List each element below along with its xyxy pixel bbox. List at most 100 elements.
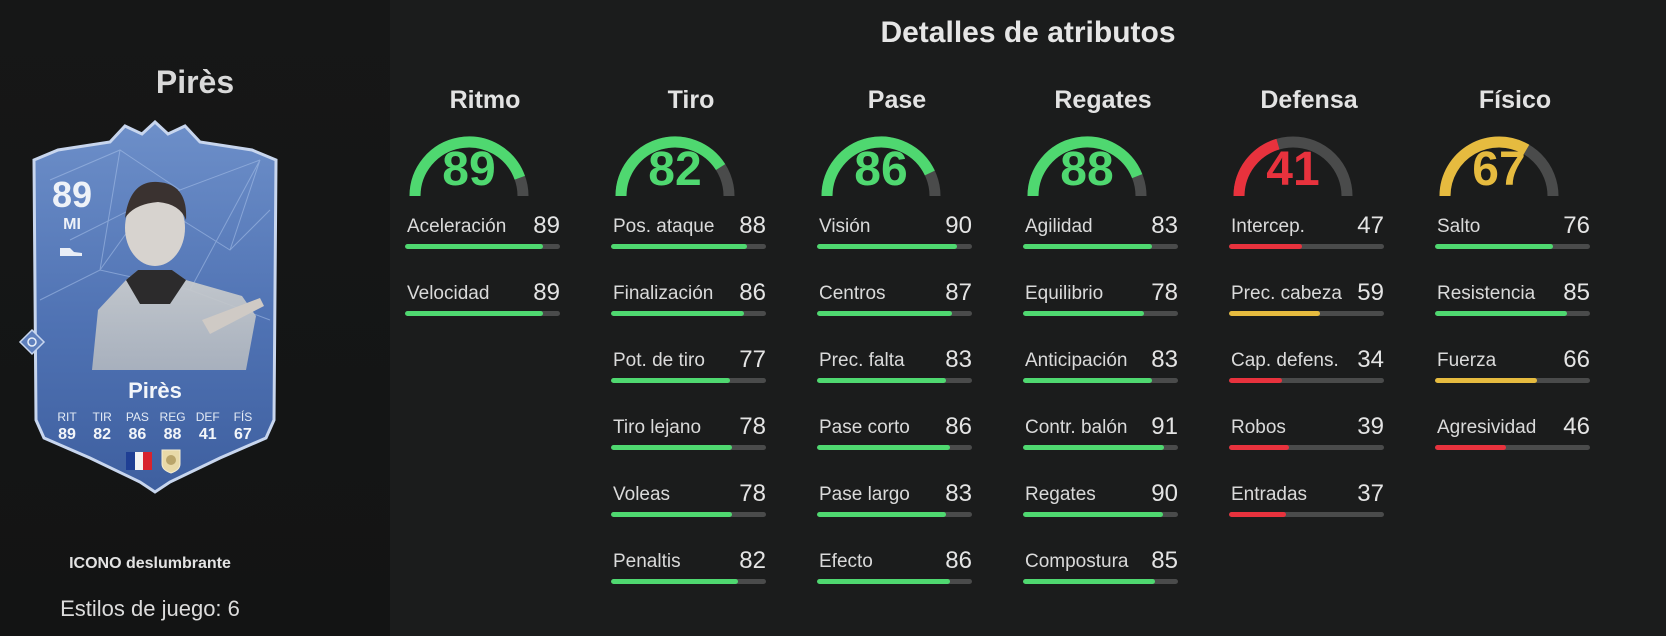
stat-label: Contr. balón <box>1025 417 1128 438</box>
stat-row: Salto 76 <box>1435 212 1595 283</box>
stat-bar <box>817 512 972 517</box>
stat-row: Finalización 86 <box>611 279 771 350</box>
category-gauge: 89 <box>399 120 539 200</box>
stat-row: Pos. ataque 88 <box>611 212 771 283</box>
stat-row: Agresividad 46 <box>1435 413 1595 484</box>
card-position: MI <box>63 216 81 233</box>
stat-label: Pot. de tiro <box>613 350 705 371</box>
stat-bar-fill <box>611 445 732 450</box>
stat-row: Pot. de tiro 77 <box>611 346 771 417</box>
stat-row: Prec. falta 83 <box>817 346 977 417</box>
card-stat-value: 86 <box>128 426 147 443</box>
stat-bar-fill <box>1023 512 1163 517</box>
stat-bar <box>817 579 972 584</box>
stat-bar-fill <box>1435 244 1553 249</box>
gauge-fill <box>615 136 726 197</box>
stat-label: Equilibrio <box>1025 283 1104 304</box>
player-name: Pirès <box>155 64 235 100</box>
player-card[interactable]: 89 MI Pirès RIT 89 TIR 82 PAS 86 REG 88 <box>30 120 280 495</box>
stat-bar-fill <box>1435 378 1538 383</box>
stat-bar-fill <box>817 378 946 383</box>
stat-bar <box>1023 244 1178 249</box>
stat-bar-fill <box>611 579 739 584</box>
stat-row: Visión 90 <box>817 212 977 283</box>
stat-value: 89 <box>533 279 560 306</box>
stat-value: 46 <box>1563 413 1590 440</box>
category-title: Regates <box>1054 86 1152 114</box>
stat-label: Finalización <box>613 283 714 304</box>
gauge-arc <box>1439 136 1559 197</box>
stat-row: Velocidad 89 <box>405 279 565 350</box>
stat-label: Agilidad <box>1025 216 1093 237</box>
category-value: 82 <box>648 143 702 196</box>
stat-row: Centros 87 <box>817 279 977 350</box>
stat-value: 90 <box>1151 480 1178 507</box>
stat-label: Velocidad <box>407 283 490 304</box>
stat-bar <box>1435 311 1590 316</box>
card-mini-stats: RIT 89 TIR 82 PAS 86 REG 88 DEF 41 FÍS 6… <box>52 410 258 444</box>
card-stat: FÍS 67 <box>228 410 258 444</box>
stat-value: 86 <box>739 279 766 306</box>
card-stat: DEF 41 <box>193 410 223 444</box>
attribute-column-3: Regates 88 Agilidad 83 Equilibrio 78 Anticipa… <box>1023 84 1183 618</box>
stat-value: 83 <box>1151 346 1178 373</box>
card-stat: TIR 82 <box>87 410 117 444</box>
gauge-arc <box>821 136 941 197</box>
stat-bar-fill <box>1229 512 1287 517</box>
stat-label: Pase corto <box>819 417 910 438</box>
stat-bar <box>817 311 972 316</box>
card-player-name: Pirès <box>128 378 182 403</box>
stat-value: 83 <box>945 346 972 373</box>
stat-label: Intercep. <box>1231 216 1305 237</box>
category-title: Físico <box>1478 86 1552 114</box>
card-stat-label: DEF <box>195 410 220 424</box>
attribute-column-2: Pase 86 Visión 90 Centros 87 Prec. falta 83 Pas… <box>817 84 977 618</box>
card-stat-label: REG <box>159 410 186 424</box>
attribute-column-5: Físico 67 Salto 76 Resistencia 85 Fuerza 66 Agr… <box>1435 84 1595 484</box>
stat-value: 77 <box>739 346 766 373</box>
evolution-diamond-icon[interactable] <box>18 328 46 356</box>
gauge-fill <box>1439 136 1530 197</box>
stat-row: Efecto 86 <box>817 547 977 618</box>
category-value: 67 <box>1472 143 1526 196</box>
stat-list: Salto 76 Resistencia 85 Fuerza 66 Agresividad 4… <box>1435 212 1595 484</box>
stat-label: Fuerza <box>1437 350 1497 371</box>
stat-label: Prec. falta <box>819 350 905 371</box>
stat-bar <box>611 244 766 249</box>
gauge-fill <box>821 136 935 197</box>
stat-row: Intercep. 47 <box>1229 212 1389 283</box>
stat-bar <box>1229 512 1384 517</box>
stat-list: Visión 90 Centros 87 Prec. falta 83 Pase corto… <box>817 212 977 618</box>
stat-bar <box>611 445 766 450</box>
card-stat-value: 88 <box>163 426 182 443</box>
gauge-arc <box>615 136 735 197</box>
stat-value: 86 <box>945 547 972 574</box>
stat-label: Prec. cabeza <box>1231 283 1342 304</box>
stat-row: Equilibrio 78 <box>1023 279 1183 350</box>
player-panel: Pirès <box>0 0 390 636</box>
flag-stripe <box>134 452 144 470</box>
stat-row: Entradas 37 <box>1229 480 1389 551</box>
stat-label: Visión <box>819 216 871 237</box>
stat-bar <box>817 244 972 249</box>
category-title: Defensa <box>1260 86 1358 114</box>
category-gauge: 88 <box>1017 120 1157 200</box>
stat-label: Efecto <box>819 551 873 572</box>
stat-value: 86 <box>945 413 972 440</box>
stat-bar <box>611 311 766 316</box>
playstyles-count[interactable]: Estilos de juego: 6 <box>60 596 240 621</box>
category-gauge: 82 <box>605 120 745 200</box>
card-stat-value: 82 <box>93 426 112 443</box>
stat-bar-fill <box>611 311 745 316</box>
stat-row: Fuerza 66 <box>1435 346 1595 417</box>
stat-label: Pos. ataque <box>613 216 715 237</box>
boot-icon <box>60 248 82 256</box>
stat-bar <box>1023 311 1178 316</box>
stat-value: 76 <box>1563 212 1590 239</box>
stat-row: Penaltis 82 <box>611 547 771 618</box>
stat-list: Intercep. 47 Prec. cabeza 59 Cap. defens. 34 R… <box>1229 212 1389 551</box>
stat-bar <box>1229 378 1384 383</box>
stat-value: 47 <box>1357 212 1384 239</box>
stat-value: 89 <box>533 212 560 239</box>
stat-value: 59 <box>1357 279 1384 306</box>
